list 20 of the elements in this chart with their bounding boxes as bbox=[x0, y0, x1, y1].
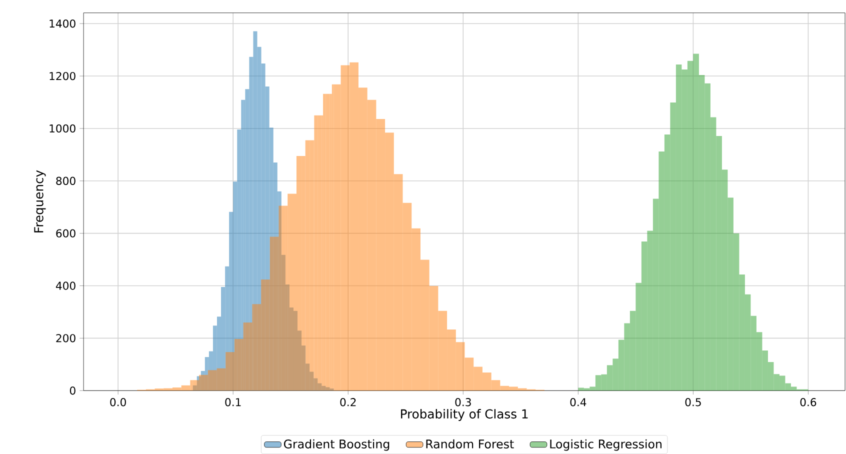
y-tick-label: 1000 bbox=[50, 124, 76, 133]
x-tick-label: 0.2 bbox=[340, 398, 356, 406]
legend-label: Gradient Boosting bbox=[284, 439, 390, 451]
x-tick-label: 0.3 bbox=[455, 398, 471, 406]
x-tick-label: 0.0 bbox=[110, 398, 126, 406]
y-tick-label: 200 bbox=[56, 334, 76, 342]
x-axis-title: Probability of Class 1 bbox=[401, 409, 528, 422]
x-tick-label: 0.5 bbox=[685, 398, 701, 406]
y-tick-label: 1400 bbox=[50, 20, 76, 28]
y-tick-label: 0 bbox=[70, 386, 76, 395]
y-tick-label: 800 bbox=[56, 176, 76, 186]
x-tick-label: 0.1 bbox=[225, 398, 241, 406]
legend-label: Logistic Regression bbox=[550, 439, 662, 451]
x-tick-label: 0.6 bbox=[800, 398, 816, 406]
y-tick-label: 1200 bbox=[50, 72, 76, 80]
legend-label: Random Forest bbox=[426, 439, 514, 449]
y-tick-label: 400 bbox=[56, 282, 76, 290]
y-axis-title: Frequency bbox=[34, 170, 46, 232]
y-tick-label: 600 bbox=[56, 229, 76, 238]
x-tick-label: 0.4 bbox=[570, 398, 586, 406]
